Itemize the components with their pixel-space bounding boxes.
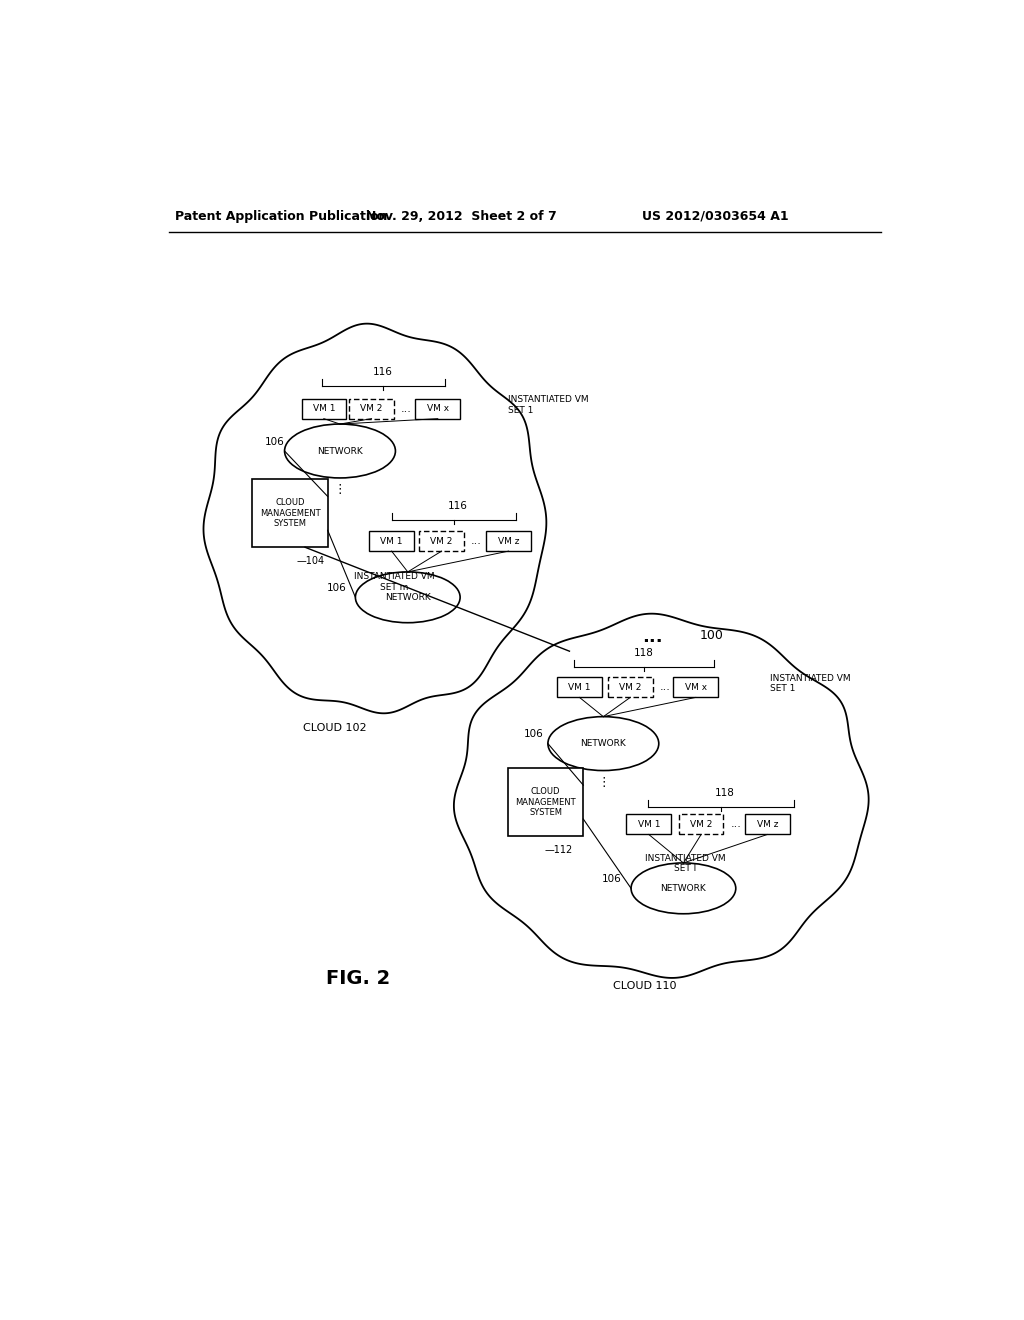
Ellipse shape xyxy=(355,572,460,623)
FancyBboxPatch shape xyxy=(419,531,464,552)
Text: CLOUD 102: CLOUD 102 xyxy=(303,723,367,733)
Text: ...: ... xyxy=(471,536,481,546)
Text: 116: 116 xyxy=(447,502,468,511)
Polygon shape xyxy=(204,323,547,713)
Text: VM z: VM z xyxy=(498,537,519,545)
Text: ...: ... xyxy=(731,820,742,829)
Text: NETWORK: NETWORK xyxy=(581,739,627,748)
FancyBboxPatch shape xyxy=(370,531,414,552)
Text: Patent Application Publication: Patent Application Publication xyxy=(174,210,387,223)
Text: ⋮: ⋮ xyxy=(597,776,609,788)
Text: VM 1: VM 1 xyxy=(638,820,660,829)
Polygon shape xyxy=(454,614,868,978)
Text: NETWORK: NETWORK xyxy=(660,884,707,892)
FancyBboxPatch shape xyxy=(674,677,718,697)
Text: CLOUD 110: CLOUD 110 xyxy=(613,981,677,991)
Text: 106: 106 xyxy=(327,583,347,593)
Text: CLOUD
MANAGEMENT
SYSTEM: CLOUD MANAGEMENT SYSTEM xyxy=(515,787,575,817)
Text: US 2012/0303654 A1: US 2012/0303654 A1 xyxy=(642,210,790,223)
Text: 118: 118 xyxy=(634,648,654,657)
FancyBboxPatch shape xyxy=(252,479,328,548)
Text: ...: ... xyxy=(400,404,412,413)
Text: 100: 100 xyxy=(700,630,724,643)
FancyBboxPatch shape xyxy=(349,399,394,418)
FancyBboxPatch shape xyxy=(745,814,790,834)
FancyBboxPatch shape xyxy=(627,814,671,834)
FancyBboxPatch shape xyxy=(679,814,724,834)
Text: VM 2: VM 2 xyxy=(690,820,713,829)
FancyBboxPatch shape xyxy=(416,399,460,418)
Text: VM 2: VM 2 xyxy=(620,682,641,692)
Text: INSTANTIATED VM
SET 1: INSTANTIATED VM SET 1 xyxy=(508,395,589,414)
FancyBboxPatch shape xyxy=(608,677,652,697)
Text: 106: 106 xyxy=(264,437,285,446)
Text: ⋮: ⋮ xyxy=(334,483,346,496)
Text: 106: 106 xyxy=(602,874,622,884)
Text: VM x: VM x xyxy=(685,682,707,692)
Text: INSTANTIATED VM
SET m: INSTANTIATED VM SET m xyxy=(353,572,434,591)
Ellipse shape xyxy=(285,424,395,478)
Text: VM 2: VM 2 xyxy=(430,537,453,545)
Text: VM 2: VM 2 xyxy=(360,404,383,413)
Text: VM 1: VM 1 xyxy=(312,404,335,413)
FancyBboxPatch shape xyxy=(486,531,531,552)
Text: —104: —104 xyxy=(296,556,325,566)
Text: 116: 116 xyxy=(373,367,393,376)
Text: VM x: VM x xyxy=(427,404,449,413)
Text: VM z: VM z xyxy=(757,820,778,829)
Text: CLOUD
MANAGEMENT
SYSTEM: CLOUD MANAGEMENT SYSTEM xyxy=(260,499,321,528)
Text: FIG. 2: FIG. 2 xyxy=(326,969,390,987)
FancyBboxPatch shape xyxy=(508,768,584,836)
Ellipse shape xyxy=(631,863,736,913)
Text: NETWORK: NETWORK xyxy=(385,593,431,602)
Text: 106: 106 xyxy=(524,730,544,739)
Text: —112: —112 xyxy=(544,845,572,855)
Text: INSTANTIATED VM
SET l: INSTANTIATED VM SET l xyxy=(645,854,725,874)
Text: VM 1: VM 1 xyxy=(380,537,402,545)
FancyBboxPatch shape xyxy=(557,677,602,697)
Text: 118: 118 xyxy=(715,788,735,797)
Text: Nov. 29, 2012  Sheet 2 of 7: Nov. 29, 2012 Sheet 2 of 7 xyxy=(367,210,557,223)
Ellipse shape xyxy=(548,717,658,771)
Text: VM 1: VM 1 xyxy=(568,682,591,692)
Text: ...: ... xyxy=(642,628,663,647)
Text: INSTANTIATED VM
SET 1: INSTANTIATED VM SET 1 xyxy=(770,673,850,693)
FancyBboxPatch shape xyxy=(301,399,346,418)
Text: NETWORK: NETWORK xyxy=(317,446,362,455)
Text: ...: ... xyxy=(659,682,671,693)
